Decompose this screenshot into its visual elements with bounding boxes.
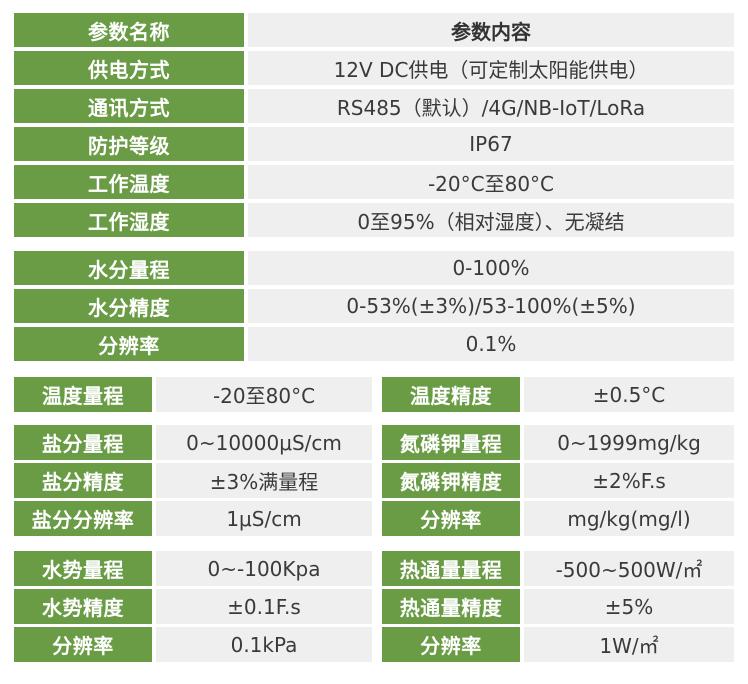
grid-label: 氮磷钾精度 — [382, 463, 520, 498]
table-header-row: 参数名称 参数内容 — [14, 13, 734, 47]
grid-row: 水势量程 0~-100Kpa — [14, 551, 372, 586]
grid-value: 0~-100Kpa — [156, 551, 372, 586]
grid-label: 温度量程 — [14, 377, 152, 412]
table-row: 供电方式 12V DC供电（可定制太阳能供电） — [14, 51, 734, 85]
grid-value: ±2%F.s — [524, 463, 734, 498]
grid-label: 盐分精度 — [14, 463, 152, 498]
grid-label: 分辨率 — [382, 501, 520, 536]
grid-value: 1μS/cm — [156, 501, 372, 536]
grid-value: 0~1999mg/kg — [524, 425, 734, 460]
grid-label: 盐分量程 — [14, 425, 152, 460]
header-content-cell: 参数内容 — [248, 13, 734, 47]
grid-value: ±0.1F.s — [156, 589, 372, 624]
row-label: 水分量程 — [14, 251, 244, 285]
table-row: 水分精度 0-53%(±3%)/53-100%(±5%) — [14, 289, 734, 323]
grid-label: 分辨率 — [382, 627, 520, 662]
row-label: 防护等级 — [14, 127, 244, 161]
row-value: RS485（默认）/4G/NB-IoT/LoRa — [248, 89, 734, 123]
grid-value: ±3%满量程 — [156, 463, 372, 498]
grid-label: 氮磷钾量程 — [382, 425, 520, 460]
grid-row: 水势精度 ±0.1F.s — [14, 589, 372, 624]
row-value: -20°C至80°C — [248, 165, 734, 199]
grid-label: 盐分分辨率 — [14, 501, 152, 536]
table-row: 通讯方式 RS485（默认）/4G/NB-IoT/LoRa — [14, 89, 734, 123]
grid-row: 氮磷钾精度 ±2%F.s — [382, 463, 734, 498]
row-label: 通讯方式 — [14, 89, 244, 123]
grid-row: 温度精度 ±0.5°C — [382, 377, 734, 412]
row-value: 0-100% — [248, 251, 734, 285]
row-label: 水分精度 — [14, 289, 244, 323]
table-row: 水分量程 0-100% — [14, 251, 734, 285]
row-label: 工作温度 — [14, 165, 244, 199]
grid-row: 氮磷钾量程 0~1999mg/kg — [382, 425, 734, 460]
row-label: 分辨率 — [14, 327, 244, 361]
grid-row: 盐分精度 ±3%满量程 — [14, 463, 372, 498]
grid-row: 分辨率 1W/㎡ — [382, 627, 734, 662]
grid-value: -20至80°C — [156, 377, 372, 412]
grid-value: mg/kg(mg/l) — [524, 501, 734, 536]
grid-label: 水势精度 — [14, 589, 152, 624]
grid-value: ±5% — [524, 589, 734, 624]
grid-value: 1W/㎡ — [524, 627, 734, 662]
grid-label: 分辨率 — [14, 627, 152, 662]
grid-value: ±0.5°C — [524, 377, 734, 412]
row-value: 0-53%(±3%)/53-100%(±5%) — [248, 289, 734, 323]
row-value: IP67 — [248, 127, 734, 161]
table-row: 工作温度 -20°C至80°C — [14, 165, 734, 199]
row-label: 供电方式 — [14, 51, 244, 85]
grid-row: 盐分量程 0~10000μS/cm — [14, 425, 372, 460]
table-row: 防护等级 IP67 — [14, 127, 734, 161]
grid-label: 水势量程 — [14, 551, 152, 586]
grid-label: 热通量精度 — [382, 589, 520, 624]
grid-row: 盐分分辨率 1μS/cm — [14, 501, 372, 536]
grid-row: 热通量量程 -500~500W/㎡ — [382, 551, 734, 586]
grid-value: -500~500W/㎡ — [524, 551, 734, 586]
grid-label: 温度精度 — [382, 377, 520, 412]
grid-row: 分辨率 mg/kg(mg/l) — [382, 501, 734, 536]
row-label: 工作湿度 — [14, 203, 244, 237]
grid-value: 0~10000μS/cm — [156, 425, 372, 460]
grid-value: 0.1kPa — [156, 627, 372, 662]
grid-label: 热通量量程 — [382, 551, 520, 586]
row-value: 12V DC供电（可定制太阳能供电） — [248, 51, 734, 85]
table-row: 工作湿度 0至95%（相对湿度）、无凝结 — [14, 203, 734, 237]
row-value: 0至95%（相对湿度）、无凝结 — [248, 203, 734, 237]
grid-row: 分辨率 0.1kPa — [14, 627, 372, 662]
table-row: 分辨率 0.1% — [14, 327, 734, 361]
grid-row: 温度量程 -20至80°C — [14, 377, 372, 412]
header-name-cell: 参数名称 — [14, 13, 244, 47]
row-value: 0.1% — [248, 327, 734, 361]
grid-row: 热通量精度 ±5% — [382, 589, 734, 624]
